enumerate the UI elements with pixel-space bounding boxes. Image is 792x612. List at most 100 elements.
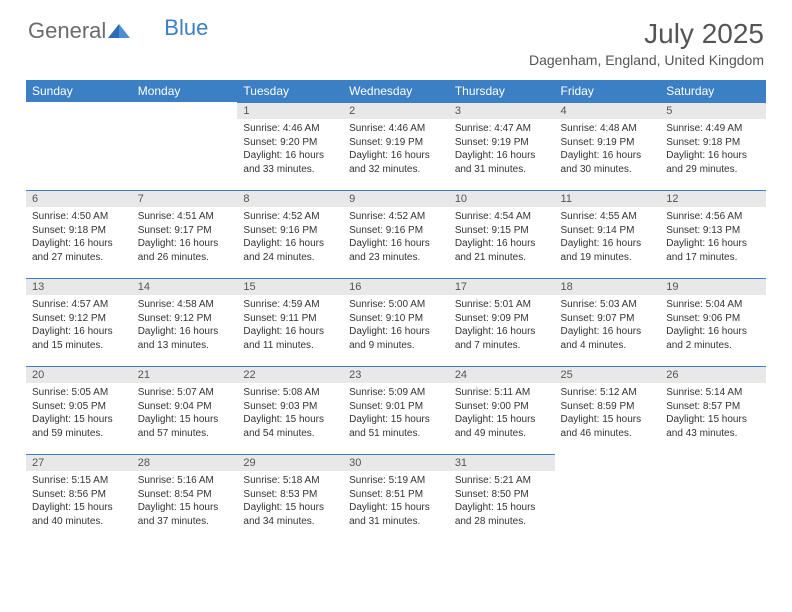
sunset-text: Sunset: 9:18 PM bbox=[32, 224, 126, 238]
daylight-text-2: and 29 minutes. bbox=[666, 163, 760, 177]
daylight-text-1: Daylight: 16 hours bbox=[561, 149, 655, 163]
daylight-text-1: Daylight: 15 hours bbox=[455, 501, 549, 515]
day-details: Sunrise: 5:14 AMSunset: 8:57 PMDaylight:… bbox=[660, 383, 766, 444]
sunrise-text: Sunrise: 5:07 AM bbox=[138, 386, 232, 400]
calendar-day-cell: 19Sunrise: 5:04 AMSunset: 9:06 PMDayligh… bbox=[660, 278, 766, 366]
calendar-empty-cell bbox=[132, 102, 238, 190]
day-details: Sunrise: 4:46 AMSunset: 9:19 PMDaylight:… bbox=[343, 119, 449, 180]
weekday-header: Friday bbox=[555, 80, 661, 102]
sunrise-text: Sunrise: 5:04 AM bbox=[666, 298, 760, 312]
day-number: 6 bbox=[26, 190, 132, 207]
sunrise-text: Sunrise: 5:09 AM bbox=[349, 386, 443, 400]
sunset-text: Sunset: 8:54 PM bbox=[138, 488, 232, 502]
daylight-text-1: Daylight: 15 hours bbox=[349, 501, 443, 515]
day-number: 27 bbox=[26, 454, 132, 471]
daylight-text-2: and 33 minutes. bbox=[243, 163, 337, 177]
location: Dagenham, England, United Kingdom bbox=[529, 52, 764, 68]
sunrise-text: Sunrise: 4:55 AM bbox=[561, 210, 655, 224]
daylight-text-2: and 4 minutes. bbox=[561, 339, 655, 353]
daylight-text-1: Daylight: 16 hours bbox=[349, 149, 443, 163]
calendar-body: 1Sunrise: 4:46 AMSunset: 9:20 PMDaylight… bbox=[26, 102, 766, 542]
day-details: Sunrise: 5:03 AMSunset: 9:07 PMDaylight:… bbox=[555, 295, 661, 356]
day-number: 14 bbox=[132, 278, 238, 295]
daylight-text-2: and 30 minutes. bbox=[561, 163, 655, 177]
calendar-day-cell: 25Sunrise: 5:12 AMSunset: 8:59 PMDayligh… bbox=[555, 366, 661, 454]
daylight-text-2: and 40 minutes. bbox=[32, 515, 126, 529]
day-details: Sunrise: 5:01 AMSunset: 9:09 PMDaylight:… bbox=[449, 295, 555, 356]
day-details: Sunrise: 4:47 AMSunset: 9:19 PMDaylight:… bbox=[449, 119, 555, 180]
daylight-text-1: Daylight: 15 hours bbox=[243, 413, 337, 427]
calendar-day-cell: 11Sunrise: 4:55 AMSunset: 9:14 PMDayligh… bbox=[555, 190, 661, 278]
calendar-week-row: 6Sunrise: 4:50 AMSunset: 9:18 PMDaylight… bbox=[26, 190, 766, 278]
daylight-text-2: and 11 minutes. bbox=[243, 339, 337, 353]
daylight-text-1: Daylight: 16 hours bbox=[666, 149, 760, 163]
day-details: Sunrise: 5:11 AMSunset: 9:00 PMDaylight:… bbox=[449, 383, 555, 444]
day-number: 18 bbox=[555, 278, 661, 295]
sunrise-text: Sunrise: 4:47 AM bbox=[455, 122, 549, 136]
daylight-text-1: Daylight: 16 hours bbox=[243, 325, 337, 339]
day-number: 22 bbox=[237, 366, 343, 383]
calendar-day-cell: 15Sunrise: 4:59 AMSunset: 9:11 PMDayligh… bbox=[237, 278, 343, 366]
sunrise-text: Sunrise: 5:05 AM bbox=[32, 386, 126, 400]
calendar-day-cell: 16Sunrise: 5:00 AMSunset: 9:10 PMDayligh… bbox=[343, 278, 449, 366]
day-details: Sunrise: 5:07 AMSunset: 9:04 PMDaylight:… bbox=[132, 383, 238, 444]
calendar-day-cell: 18Sunrise: 5:03 AMSunset: 9:07 PMDayligh… bbox=[555, 278, 661, 366]
daylight-text-1: Daylight: 15 hours bbox=[349, 413, 443, 427]
sunset-text: Sunset: 9:14 PM bbox=[561, 224, 655, 238]
sunset-text: Sunset: 9:07 PM bbox=[561, 312, 655, 326]
sunrise-text: Sunrise: 5:08 AM bbox=[243, 386, 337, 400]
logo-text-blue: Blue bbox=[164, 15, 208, 41]
weekday-header: Tuesday bbox=[237, 80, 343, 102]
calendar-day-cell: 6Sunrise: 4:50 AMSunset: 9:18 PMDaylight… bbox=[26, 190, 132, 278]
sunrise-text: Sunrise: 5:01 AM bbox=[455, 298, 549, 312]
calendar-day-cell: 4Sunrise: 4:48 AMSunset: 9:19 PMDaylight… bbox=[555, 102, 661, 190]
sunrise-text: Sunrise: 5:18 AM bbox=[243, 474, 337, 488]
daylight-text-2: and 31 minutes. bbox=[455, 163, 549, 177]
daylight-text-2: and 31 minutes. bbox=[349, 515, 443, 529]
calendar-day-cell: 26Sunrise: 5:14 AMSunset: 8:57 PMDayligh… bbox=[660, 366, 766, 454]
calendar-day-cell: 29Sunrise: 5:18 AMSunset: 8:53 PMDayligh… bbox=[237, 454, 343, 542]
daylight-text-1: Daylight: 15 hours bbox=[455, 413, 549, 427]
sunset-text: Sunset: 8:56 PM bbox=[32, 488, 126, 502]
sunrise-text: Sunrise: 4:52 AM bbox=[349, 210, 443, 224]
daylight-text-2: and 34 minutes. bbox=[243, 515, 337, 529]
day-number: 5 bbox=[660, 102, 766, 119]
sunset-text: Sunset: 9:00 PM bbox=[455, 400, 549, 414]
day-details: Sunrise: 4:54 AMSunset: 9:15 PMDaylight:… bbox=[449, 207, 555, 268]
sunrise-text: Sunrise: 4:51 AM bbox=[138, 210, 232, 224]
sunrise-text: Sunrise: 4:57 AM bbox=[32, 298, 126, 312]
calendar-week-row: 13Sunrise: 4:57 AMSunset: 9:12 PMDayligh… bbox=[26, 278, 766, 366]
calendar-week-row: 1Sunrise: 4:46 AMSunset: 9:20 PMDaylight… bbox=[26, 102, 766, 190]
daylight-text-2: and 28 minutes. bbox=[455, 515, 549, 529]
calendar-day-cell: 28Sunrise: 5:16 AMSunset: 8:54 PMDayligh… bbox=[132, 454, 238, 542]
day-number: 16 bbox=[343, 278, 449, 295]
day-details: Sunrise: 4:50 AMSunset: 9:18 PMDaylight:… bbox=[26, 207, 132, 268]
daylight-text-2: and 43 minutes. bbox=[666, 427, 760, 441]
daylight-text-2: and 37 minutes. bbox=[138, 515, 232, 529]
sunset-text: Sunset: 9:09 PM bbox=[455, 312, 549, 326]
daylight-text-2: and 19 minutes. bbox=[561, 251, 655, 265]
sunrise-text: Sunrise: 5:12 AM bbox=[561, 386, 655, 400]
sunset-text: Sunset: 9:01 PM bbox=[349, 400, 443, 414]
sunset-text: Sunset: 9:16 PM bbox=[243, 224, 337, 238]
calendar-day-cell: 5Sunrise: 4:49 AMSunset: 9:18 PMDaylight… bbox=[660, 102, 766, 190]
logo: General Blue bbox=[28, 18, 208, 44]
day-details: Sunrise: 5:15 AMSunset: 8:56 PMDaylight:… bbox=[26, 471, 132, 532]
header: General Blue July 2025 Dagenham, England… bbox=[0, 0, 792, 74]
sunset-text: Sunset: 9:16 PM bbox=[349, 224, 443, 238]
calendar-day-cell: 3Sunrise: 4:47 AMSunset: 9:19 PMDaylight… bbox=[449, 102, 555, 190]
weekday-header: Sunday bbox=[26, 80, 132, 102]
sunrise-text: Sunrise: 4:58 AM bbox=[138, 298, 232, 312]
sunset-text: Sunset: 9:03 PM bbox=[243, 400, 337, 414]
calendar-day-cell: 10Sunrise: 4:54 AMSunset: 9:15 PMDayligh… bbox=[449, 190, 555, 278]
daylight-text-1: Daylight: 15 hours bbox=[138, 413, 232, 427]
day-details: Sunrise: 5:00 AMSunset: 9:10 PMDaylight:… bbox=[343, 295, 449, 356]
day-number: 8 bbox=[237, 190, 343, 207]
sunset-text: Sunset: 8:57 PM bbox=[666, 400, 760, 414]
daylight-text-2: and 13 minutes. bbox=[138, 339, 232, 353]
calendar-day-cell: 24Sunrise: 5:11 AMSunset: 9:00 PMDayligh… bbox=[449, 366, 555, 454]
day-number: 29 bbox=[237, 454, 343, 471]
day-details: Sunrise: 4:52 AMSunset: 9:16 PMDaylight:… bbox=[343, 207, 449, 268]
sunrise-text: Sunrise: 5:15 AM bbox=[32, 474, 126, 488]
calendar-day-cell: 23Sunrise: 5:09 AMSunset: 9:01 PMDayligh… bbox=[343, 366, 449, 454]
